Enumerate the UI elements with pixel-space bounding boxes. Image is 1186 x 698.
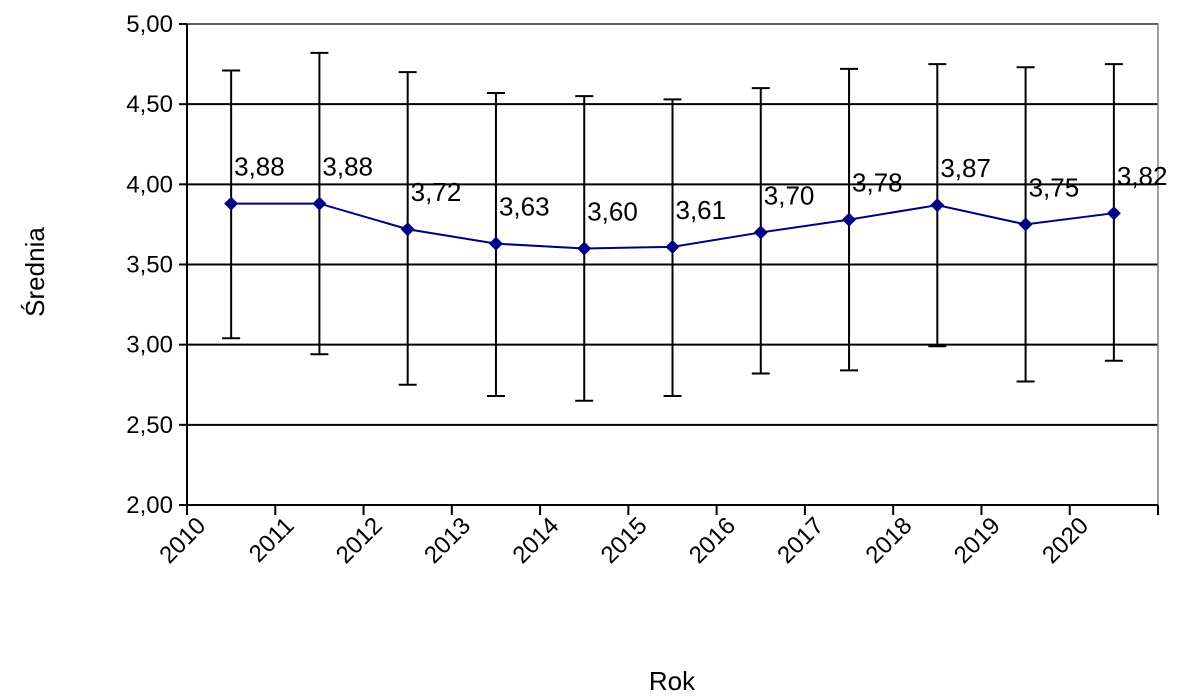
data-label: 3,72 <box>411 177 462 207</box>
y-tick-label: 2,00 <box>126 492 173 519</box>
x-tick-labels: 2010 2011 2012 2013 2014 2015 2016 2017 2018 2019… <box>154 512 1094 569</box>
y-tick-label: 2,50 <box>126 412 173 439</box>
data-label: 3,70 <box>764 180 815 210</box>
data-point-marker <box>1106 206 1121 221</box>
x-tick-label: 2016 <box>684 512 741 569</box>
y-tick-label: 5,00 <box>126 11 173 38</box>
x-tick-label: 2018 <box>861 512 918 569</box>
data-point-marker <box>577 241 592 256</box>
y-tick-label: 3,00 <box>126 332 173 359</box>
data-point-marker <box>224 196 239 211</box>
x-axis-title: Rok <box>649 666 696 696</box>
y-axis-title: Średnia <box>20 227 50 317</box>
data-label: 3,75 <box>1029 172 1080 202</box>
data-point-marker <box>400 222 415 237</box>
series-line <box>224 196 1121 256</box>
data-point-marker <box>665 239 680 254</box>
data-point-marker <box>312 196 327 211</box>
x-tick-label: 2019 <box>949 512 1006 569</box>
axes <box>179 23 1159 515</box>
data-point-marker <box>488 236 503 251</box>
data-label: 3,88 <box>322 152 373 182</box>
data-label: 3,82 <box>1117 161 1168 191</box>
data-point-marker <box>753 225 768 240</box>
y-tick-labels: 2,00 2,50 3,00 3,50 4,00 4,50 5,00 <box>126 11 173 519</box>
x-tick-label: 2014 <box>507 512 564 569</box>
y-tick-label: 4,00 <box>126 171 173 198</box>
data-label: 3,60 <box>587 196 638 226</box>
y-tick-label: 4,50 <box>126 91 173 118</box>
data-label: 3,78 <box>852 168 903 198</box>
x-tick-label: 2013 <box>419 512 476 569</box>
data-point-marker <box>842 212 857 227</box>
data-label: 3,87 <box>940 153 991 183</box>
data-label: 3,63 <box>499 192 550 222</box>
x-tick-label: 2020 <box>1037 512 1094 569</box>
data-point-marker <box>1018 217 1033 232</box>
data-label: 3,88 <box>234 152 285 182</box>
y-tick-label: 3,50 <box>126 252 173 279</box>
data-labels: 3,88 3,88 3,72 3,63 3,60 3,61 3,70 3,78 3,87 3,75… <box>234 152 1167 227</box>
x-tick-label: 2010 <box>154 512 211 569</box>
x-tick-label: 2017 <box>772 512 829 569</box>
x-tick-label: 2015 <box>596 512 653 569</box>
x-tick-label: 2011 <box>244 512 300 568</box>
data-label: 3,61 <box>676 195 727 225</box>
x-tick-label: 2012 <box>331 512 388 569</box>
data-point-marker <box>930 198 945 213</box>
